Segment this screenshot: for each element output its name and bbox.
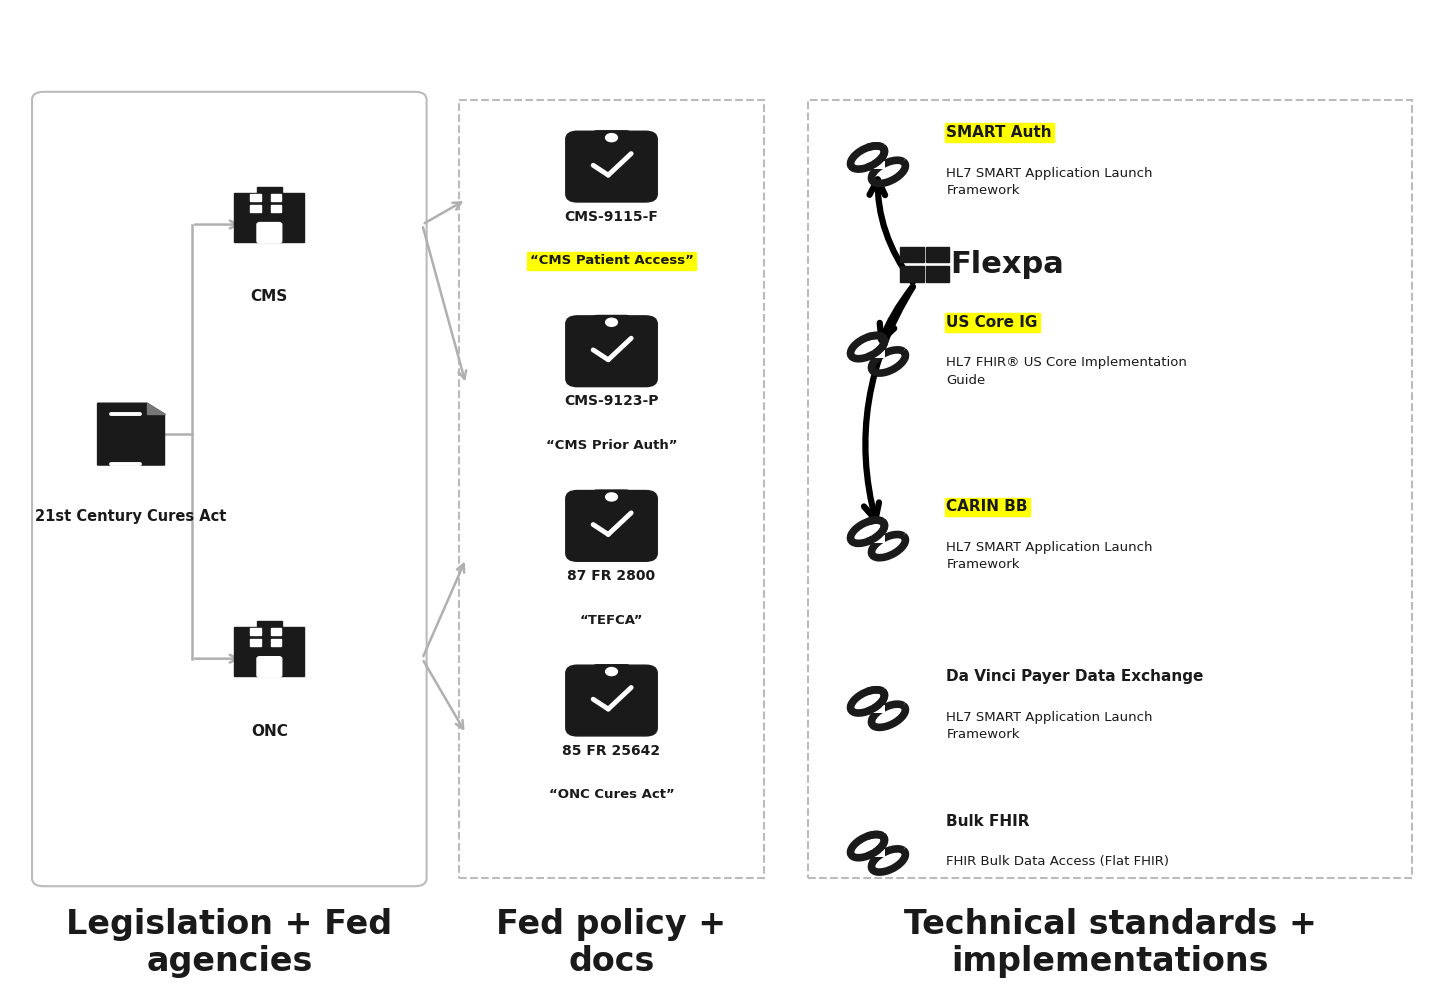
FancyBboxPatch shape: [271, 194, 281, 201]
FancyBboxPatch shape: [871, 535, 885, 543]
Text: 87 FR 2800: 87 FR 2800: [568, 569, 655, 583]
FancyBboxPatch shape: [593, 665, 630, 679]
Text: CARIN BB: CARIN BB: [946, 499, 1028, 515]
FancyBboxPatch shape: [926, 266, 949, 282]
FancyBboxPatch shape: [900, 266, 923, 282]
Circle shape: [606, 134, 617, 142]
Text: CMS-9115-F: CMS-9115-F: [565, 210, 658, 224]
Text: “CMS Prior Auth”: “CMS Prior Auth”: [546, 439, 677, 452]
FancyBboxPatch shape: [566, 132, 657, 202]
Text: “ONC Cures Act”: “ONC Cures Act”: [549, 788, 674, 801]
FancyBboxPatch shape: [250, 194, 261, 201]
FancyBboxPatch shape: [32, 92, 427, 886]
Text: SMART Auth: SMART Auth: [946, 125, 1053, 141]
Text: Da Vinci Payer Data Exchange: Da Vinci Payer Data Exchange: [946, 669, 1204, 685]
FancyBboxPatch shape: [926, 247, 949, 262]
FancyBboxPatch shape: [250, 639, 261, 646]
FancyBboxPatch shape: [256, 188, 282, 194]
Text: 85 FR 25642: 85 FR 25642: [562, 744, 661, 757]
Text: Fed policy +
docs: Fed policy + docs: [496, 908, 727, 978]
Text: CMS: CMS: [250, 289, 288, 304]
Circle shape: [606, 493, 617, 501]
FancyBboxPatch shape: [871, 161, 885, 169]
FancyBboxPatch shape: [459, 100, 764, 878]
FancyBboxPatch shape: [593, 131, 630, 145]
FancyBboxPatch shape: [271, 205, 281, 212]
Text: 21st Century Cures Act: 21st Century Cures Act: [35, 509, 227, 524]
FancyBboxPatch shape: [250, 205, 261, 212]
FancyBboxPatch shape: [900, 247, 923, 262]
FancyBboxPatch shape: [566, 665, 657, 736]
FancyBboxPatch shape: [871, 350, 885, 358]
FancyBboxPatch shape: [271, 639, 281, 646]
Text: HL7 FHIR® US Core Implementation
Guide: HL7 FHIR® US Core Implementation Guide: [946, 356, 1187, 387]
FancyBboxPatch shape: [808, 100, 1412, 878]
Circle shape: [606, 668, 617, 676]
FancyBboxPatch shape: [234, 628, 304, 677]
Text: ONC: ONC: [250, 724, 288, 739]
FancyBboxPatch shape: [256, 223, 282, 243]
FancyBboxPatch shape: [271, 628, 281, 635]
Polygon shape: [98, 403, 165, 465]
Circle shape: [606, 318, 617, 326]
Text: Bulk FHIR: Bulk FHIR: [946, 813, 1029, 829]
Text: US Core IG: US Core IG: [946, 314, 1038, 330]
FancyBboxPatch shape: [593, 490, 630, 504]
FancyBboxPatch shape: [871, 705, 885, 713]
Text: Flexpa: Flexpa: [949, 250, 1064, 279]
Text: Legislation + Fed
agencies: Legislation + Fed agencies: [67, 908, 392, 978]
FancyBboxPatch shape: [566, 491, 657, 561]
FancyBboxPatch shape: [256, 657, 282, 677]
Text: “CMS Patient Access”: “CMS Patient Access”: [530, 254, 693, 267]
FancyBboxPatch shape: [250, 628, 261, 635]
FancyBboxPatch shape: [234, 194, 304, 243]
Text: HL7 SMART Application Launch
Framework: HL7 SMART Application Launch Framework: [946, 541, 1153, 572]
Polygon shape: [147, 403, 165, 414]
Text: Technical standards +
implementations: Technical standards + implementations: [904, 908, 1316, 978]
Text: HL7 SMART Application Launch
Framework: HL7 SMART Application Launch Framework: [946, 711, 1153, 742]
FancyBboxPatch shape: [593, 315, 630, 329]
FancyBboxPatch shape: [871, 849, 885, 857]
Text: HL7 SMART Application Launch
Framework: HL7 SMART Application Launch Framework: [946, 167, 1153, 198]
FancyBboxPatch shape: [566, 315, 657, 386]
Text: FHIR Bulk Data Access (Flat FHIR): FHIR Bulk Data Access (Flat FHIR): [946, 855, 1169, 868]
FancyBboxPatch shape: [256, 621, 282, 628]
Text: “TEFCA”: “TEFCA”: [579, 614, 644, 627]
Text: CMS-9123-P: CMS-9123-P: [565, 394, 658, 408]
